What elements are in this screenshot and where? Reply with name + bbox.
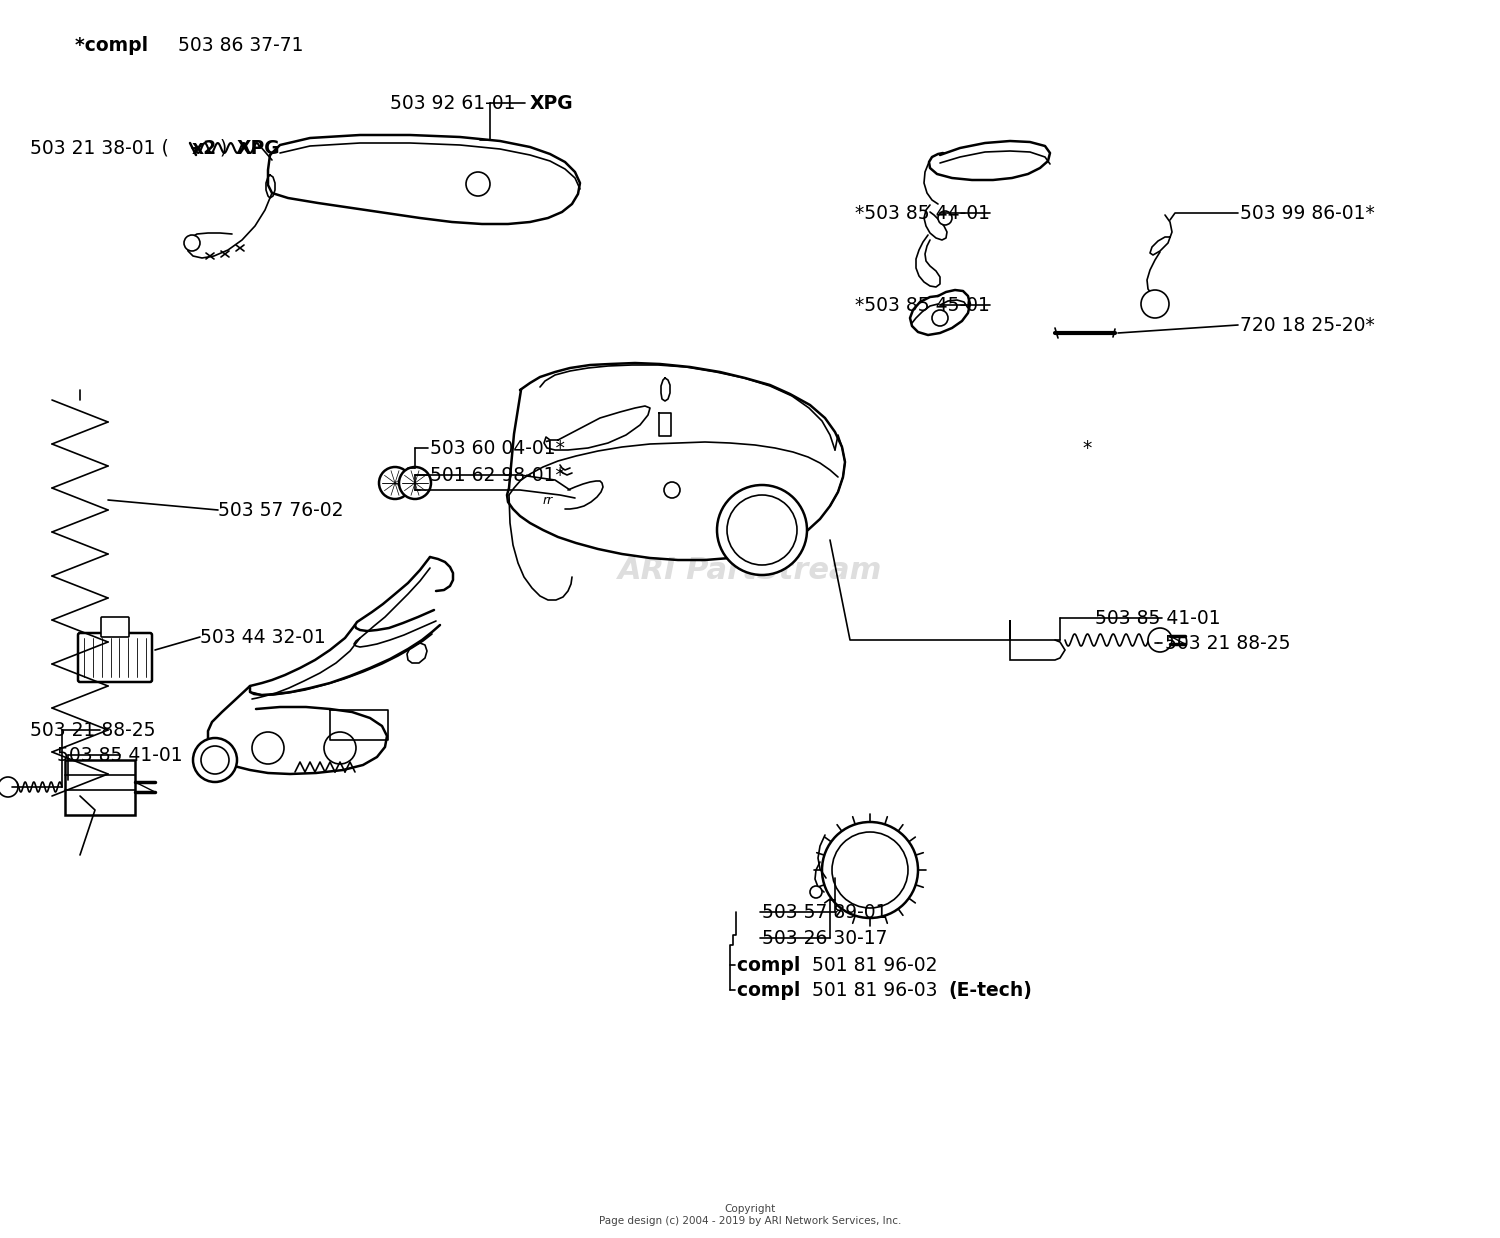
Text: 501 81 96-03: 501 81 96-03 [812,980,944,999]
Text: 503 57 89-01: 503 57 89-01 [762,903,888,921]
Text: 503 21 88-25: 503 21 88-25 [1166,634,1290,652]
Circle shape [194,738,237,782]
Circle shape [466,172,490,196]
Text: *compl: *compl [75,36,154,54]
Text: 503 21 88-25: 503 21 88-25 [30,721,156,739]
Text: XPG: XPG [530,94,573,113]
Text: 503 21 38-01 (: 503 21 38-01 ( [30,139,170,157]
Text: 503 57 76-02: 503 57 76-02 [217,500,344,520]
Circle shape [833,832,908,907]
Text: (E-tech): (E-tech) [948,980,1032,999]
Circle shape [717,485,807,574]
Polygon shape [1010,620,1065,660]
Text: XPG: XPG [237,139,280,157]
Text: *503 85 45-01: *503 85 45-01 [855,296,990,314]
Text: ): ) [220,139,234,157]
Text: *503 85 44-01: *503 85 44-01 [855,203,990,223]
Circle shape [664,482,680,498]
Text: x2: x2 [192,139,217,157]
Text: *: * [1082,438,1090,458]
Circle shape [1142,290,1168,318]
Circle shape [932,310,948,326]
Text: compl: compl [736,980,807,999]
Circle shape [184,235,200,251]
Circle shape [1148,628,1172,652]
Text: 503 85 41-01: 503 85 41-01 [57,745,183,765]
FancyBboxPatch shape [64,760,135,815]
Circle shape [380,467,411,499]
Circle shape [0,777,18,797]
Text: 720 18 25-20*: 720 18 25-20* [1240,316,1374,334]
Text: 503 26 30-17: 503 26 30-17 [762,928,888,947]
FancyBboxPatch shape [78,633,152,682]
Text: ARI PartStream: ARI PartStream [618,556,882,584]
Text: 503 85 41-01: 503 85 41-01 [1095,609,1221,628]
Circle shape [201,747,229,774]
Circle shape [810,886,822,898]
Circle shape [822,822,918,919]
Text: 501 62 98-01*: 501 62 98-01* [430,465,564,484]
Text: 501 81 96-02: 501 81 96-02 [812,956,938,974]
Text: 503 44 32-01: 503 44 32-01 [200,628,326,646]
Text: Copyright
Page design (c) 2004 - 2019 by ARI Network Services, Inc.: Copyright Page design (c) 2004 - 2019 by… [598,1205,902,1226]
Text: compl: compl [736,956,807,974]
Circle shape [728,495,796,565]
Text: rr: rr [543,494,554,506]
Circle shape [252,732,284,764]
Circle shape [324,732,356,764]
FancyBboxPatch shape [100,617,129,638]
Text: 503 86 37-71: 503 86 37-71 [178,36,303,54]
Text: 503 60 04-01*: 503 60 04-01* [430,438,566,458]
Text: 503 99 86-01*: 503 99 86-01* [1240,203,1374,223]
Circle shape [938,210,952,225]
Text: 503 92 61-01: 503 92 61-01 [390,94,522,113]
Circle shape [399,467,430,499]
